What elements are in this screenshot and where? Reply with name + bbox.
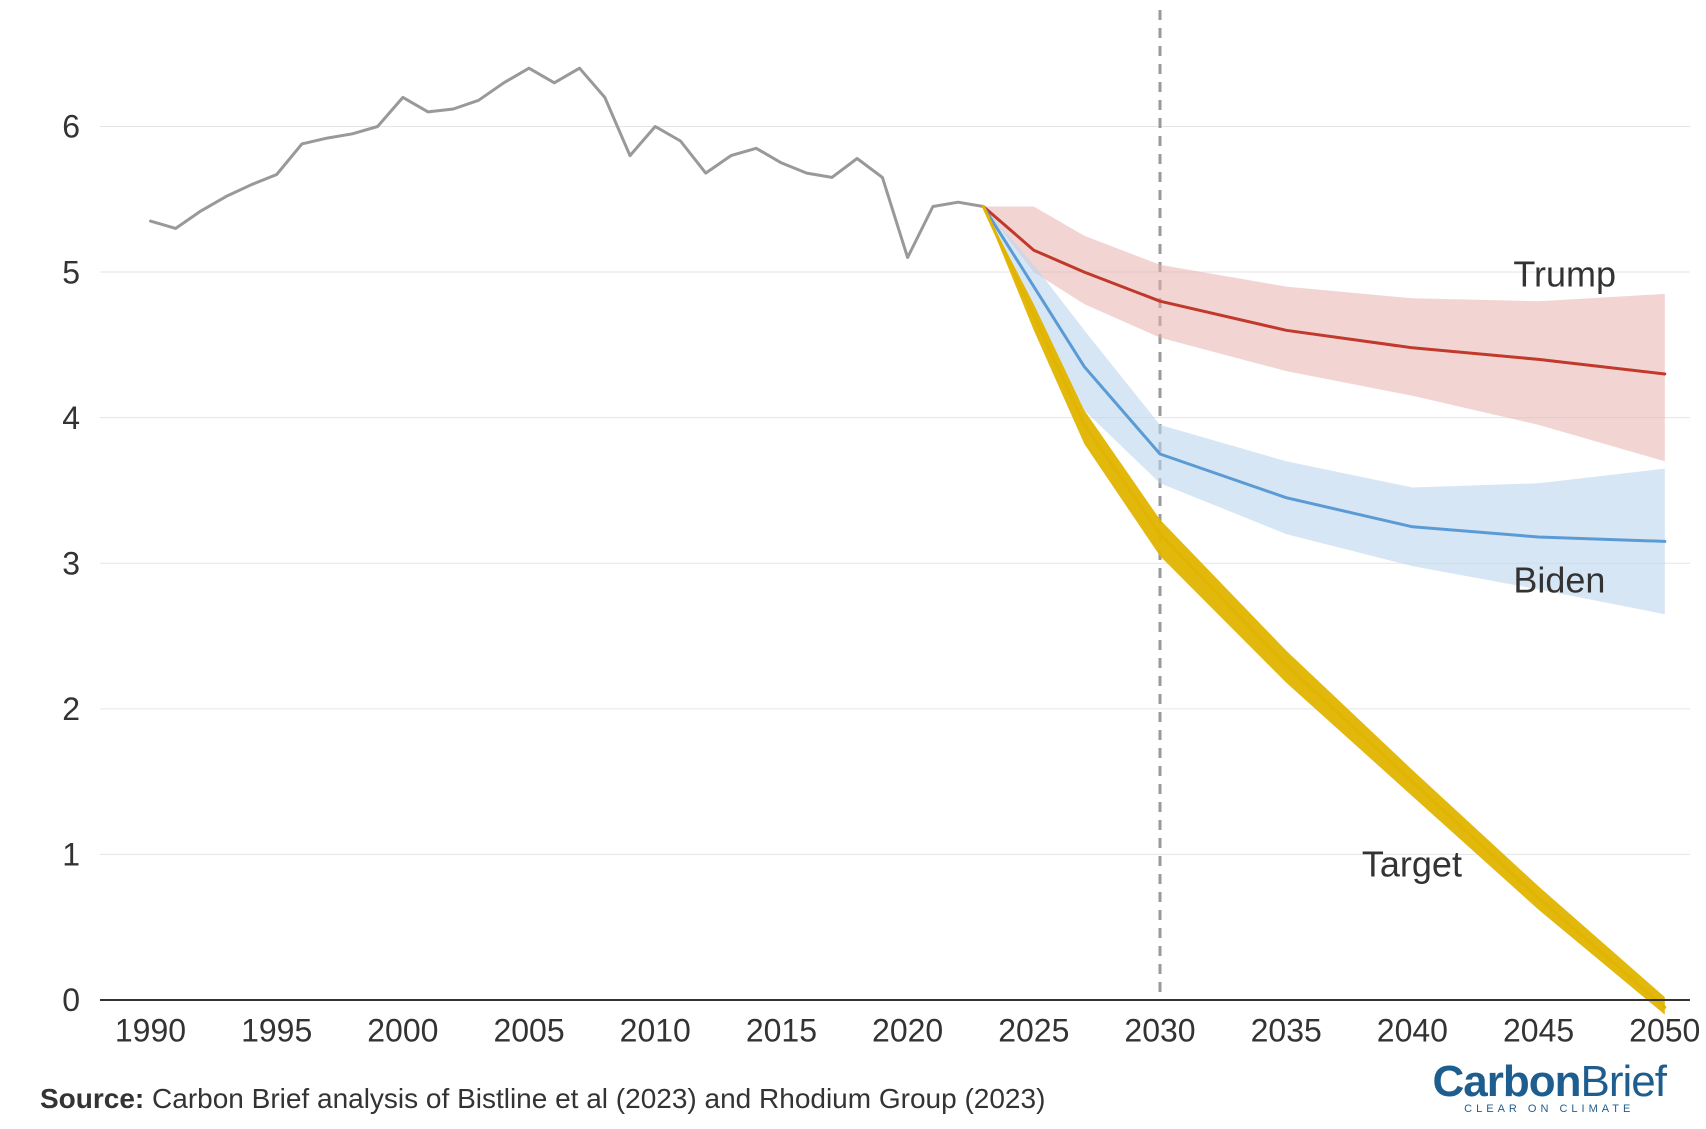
x-tick-label: 2020 (872, 1013, 943, 1049)
x-tick-label: 2010 (620, 1013, 691, 1049)
y-tick-label: 5 (62, 254, 80, 290)
chart-container: 1990199520002005201020152020202520302035… (0, 0, 1706, 1129)
x-tick-label: 2045 (1503, 1013, 1574, 1049)
logo-word1: Carbon (1433, 1057, 1581, 1106)
source-label: Source: (40, 1083, 144, 1114)
trump-label: Trump (1513, 254, 1616, 295)
y-tick-label: 6 (62, 109, 80, 145)
y-tick-label: 2 (62, 691, 80, 727)
y-tick-label: 4 (62, 400, 80, 436)
y-tick-label: 3 (62, 545, 80, 581)
x-tick-label: 2000 (367, 1013, 438, 1049)
source-line: Source: Carbon Brief analysis of Bistlin… (40, 1083, 1045, 1115)
x-tick-label: 1990 (115, 1013, 186, 1049)
x-tick-label: 2015 (746, 1013, 817, 1049)
x-tick-label: 2050 (1629, 1013, 1700, 1049)
x-tick-label: 2025 (998, 1013, 1069, 1049)
biden-label: Biden (1513, 559, 1605, 600)
logo-main: CarbonBrief (1433, 1060, 1666, 1104)
x-tick-label: 2030 (1124, 1013, 1195, 1049)
y-tick-label: 1 (62, 837, 80, 873)
historical-line (151, 68, 984, 257)
x-tick-label: 2035 (1251, 1013, 1322, 1049)
carbonbrief-logo: CarbonBrief CLEAR ON CLIMATE (1433, 1060, 1666, 1115)
footer: Source: Carbon Brief analysis of Bistlin… (0, 1060, 1706, 1115)
logo-tagline: CLEAR ON CLIMATE (1464, 1104, 1634, 1115)
x-tick-label: 2040 (1377, 1013, 1448, 1049)
source-text: Carbon Brief analysis of Bistline et al … (144, 1083, 1045, 1114)
logo-word2: Brief (1581, 1057, 1666, 1106)
x-tick-label: 1995 (241, 1013, 312, 1049)
target-label: Target (1362, 843, 1462, 884)
line-chart: 1990199520002005201020152020202520302035… (0, 0, 1706, 1129)
y-tick-label: 0 (62, 982, 80, 1018)
x-tick-label: 2005 (493, 1013, 564, 1049)
